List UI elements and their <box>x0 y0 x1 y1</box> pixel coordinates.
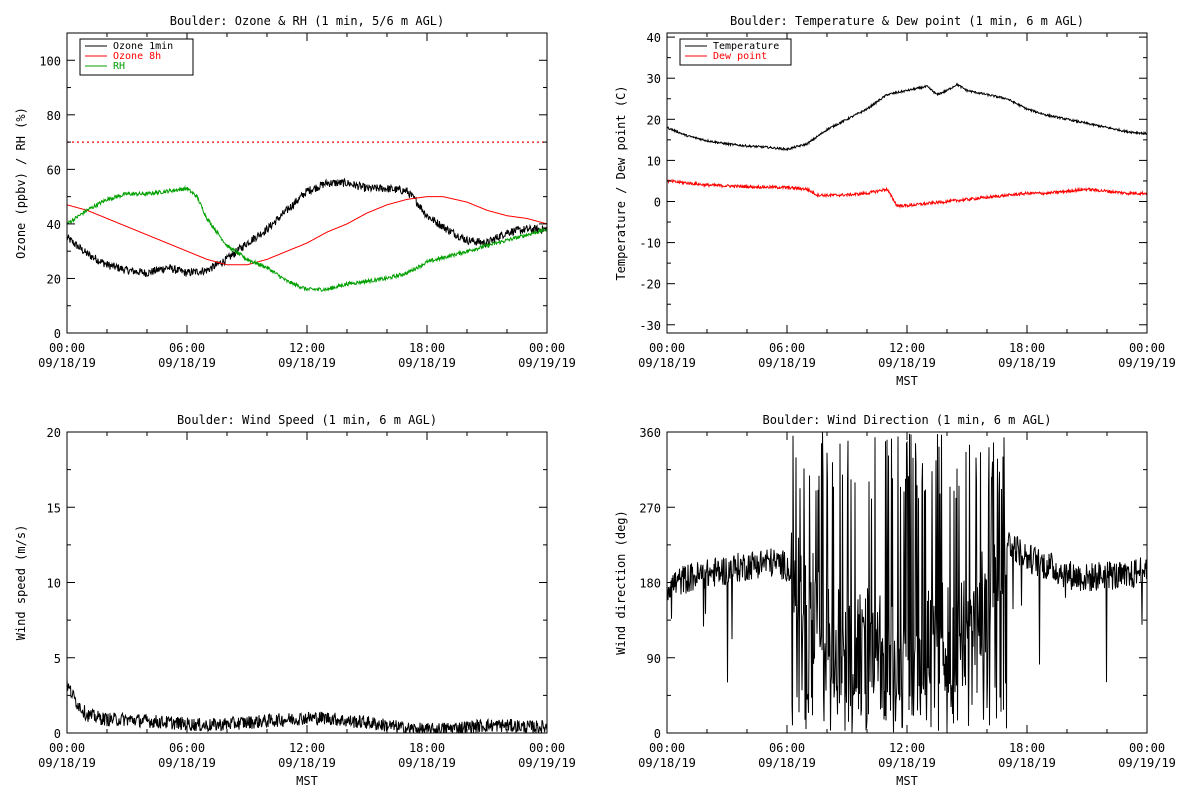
series-line-1 <box>667 432 1147 733</box>
chart-title: Boulder: Temperature & Dew point (1 min,… <box>730 14 1084 28</box>
y-tick-label: 10 <box>47 577 61 591</box>
chart-title: Boulder: Wind Speed (1 min, 6 m AGL) <box>177 413 437 427</box>
x-tick-label: 12:00 09/18/19 <box>278 741 336 770</box>
y-tick-label: -30 <box>639 319 661 333</box>
x-tick-label: 06:00 09/18/19 <box>158 341 216 370</box>
chart-panel-1: Boulder: Ozone & RH (1 min, 5/6 m AGL) 0 2… <box>14 14 576 370</box>
y-tick-label: 0 <box>54 727 61 741</box>
plot-frame <box>66 431 548 734</box>
plot-frame <box>666 32 1148 334</box>
x-axis-label: MST <box>296 774 318 788</box>
y-tick-label: 5 <box>54 652 61 666</box>
chart-title: Boulder: Ozone & RH (1 min, 5/6 m AGL) <box>170 14 445 28</box>
y-tick-label: 10 <box>647 154 661 168</box>
y-axis-label: Ozone (ppbv) / RH (%) <box>14 107 28 259</box>
x-tick-label: 00:00 09/18/19 <box>38 341 96 370</box>
x-tick-label: 00:00 09/18/19 <box>638 741 696 770</box>
legend-entry: Temperature <box>713 41 779 52</box>
x-tick-label: 18:00 09/18/19 <box>998 341 1056 370</box>
y-tick-label: 360 <box>639 426 661 440</box>
y-tick-label: -10 <box>639 237 661 251</box>
x-axis-label: MST <box>896 374 918 388</box>
series-line-2 <box>67 196 547 266</box>
y-tick-label: 60 <box>47 163 61 177</box>
x-tick-label: 18:00 09/18/19 <box>398 741 456 770</box>
series-line-2 <box>667 178 1147 209</box>
plot-frame <box>66 32 548 334</box>
y-tick-label: 20 <box>647 113 661 127</box>
y-tick-label: 80 <box>47 109 61 123</box>
y-axis-label: Wind speed (m/s) <box>14 525 28 641</box>
legend-entry: Ozone 1min <box>113 41 173 52</box>
x-tick-label: 06:00 09/18/19 <box>758 341 816 370</box>
x-tick-label: 00:00 09/19/19 <box>518 341 576 370</box>
y-tick-label: 20 <box>47 272 61 286</box>
x-tick-label: 18:00 09/18/19 <box>998 741 1056 770</box>
x-tick-label: 12:00 09/18/19 <box>278 341 336 370</box>
y-tick-label: 100 <box>39 54 61 68</box>
x-tick-label: 00:00 09/19/19 <box>1118 741 1176 770</box>
y-tick-label: 90 <box>647 652 661 666</box>
chart-panel-2: Boulder: Temperature & Dew point (1 min,… <box>614 14 1176 388</box>
x-tick-label: 12:00 09/18/19 <box>878 341 936 370</box>
x-tick-label: 00:00 09/18/19 <box>38 741 96 770</box>
series-line-1 <box>67 177 547 278</box>
chart-panel-3: Boulder: Wind Speed (1 min, 6 m AGL) 0 5 10… <box>14 413 576 788</box>
y-axis-label: Wind direction (deg) <box>614 510 628 655</box>
y-tick-label: 20 <box>47 426 61 440</box>
y-tick-label: 40 <box>47 218 61 232</box>
y-tick-label: 180 <box>639 577 661 591</box>
x-tick-label: 06:00 09/18/19 <box>158 741 216 770</box>
y-tick-label: 0 <box>654 195 661 209</box>
chart-title: Boulder: Wind Direction (1 min, 6 m AGL) <box>763 413 1052 427</box>
series-line-3 <box>67 184 547 292</box>
series-line-1 <box>667 82 1147 152</box>
x-tick-label: 12:00 09/18/19 <box>878 741 936 770</box>
x-tick-label: 18:00 09/18/19 <box>398 341 456 370</box>
y-tick-label: 270 <box>639 501 661 515</box>
x-tick-label: 00:00 09/18/19 <box>638 341 696 370</box>
y-tick-label: 15 <box>47 501 61 515</box>
y-tick-label: 30 <box>647 72 661 86</box>
y-tick-label: 0 <box>54 327 61 341</box>
y-axis-label: Temperature / Dew point (C) <box>614 85 628 280</box>
x-tick-label: 00:00 09/19/19 <box>518 741 576 770</box>
legend-entry: Ozone 8h <box>113 51 161 62</box>
legend-box <box>79 38 194 76</box>
y-tick-label: 40 <box>647 31 661 45</box>
chart-panel-4: Boulder: Wind Direction (1 min, 6 m AGL)… <box>614 413 1176 788</box>
series-line-1 <box>67 678 547 733</box>
y-tick-label: -20 <box>639 278 661 292</box>
x-tick-label: 06:00 09/18/19 <box>758 741 816 770</box>
x-tick-label: 00:00 09/19/19 <box>1118 341 1176 370</box>
legend-entry: RH <box>113 61 125 72</box>
legend-entry: Dew point <box>713 51 767 62</box>
legend-box <box>679 38 792 66</box>
y-tick-label: 0 <box>654 727 661 741</box>
x-axis-label: MST <box>896 774 918 788</box>
